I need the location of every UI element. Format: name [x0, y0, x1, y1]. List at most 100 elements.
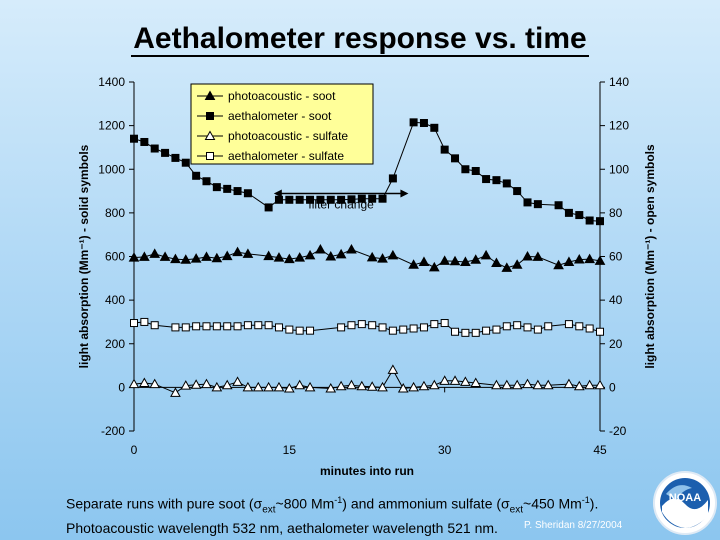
data-point	[192, 171, 201, 180]
data-point	[202, 322, 211, 331]
data-point	[584, 253, 595, 264]
data-point	[285, 195, 294, 204]
data-point	[356, 380, 368, 391]
data-point	[554, 201, 563, 210]
y-left-tick-label: 0	[118, 380, 125, 394]
data-point	[254, 321, 263, 330]
data-point	[150, 144, 159, 153]
y-right-tick-label: 60	[609, 250, 623, 264]
series-4	[130, 317, 604, 337]
caption-sub-2: ext	[509, 504, 524, 516]
data-point	[439, 255, 451, 265]
data-point	[346, 379, 357, 390]
data-point	[377, 381, 388, 392]
noaa-logo-text: NOAA	[669, 492, 701, 504]
data-point	[192, 322, 201, 331]
y-left-tick-label: 600	[105, 250, 125, 264]
caption-sup-2: -1	[581, 495, 590, 505]
data-point	[212, 322, 221, 331]
series-line	[133, 368, 600, 394]
data-point	[223, 184, 232, 193]
data-point	[511, 259, 523, 269]
x-tick-label: 30	[438, 443, 452, 457]
series-1	[128, 244, 606, 272]
legend-marker	[206, 152, 214, 160]
data-point	[428, 379, 440, 390]
data-point	[418, 380, 430, 391]
data-point	[480, 249, 492, 260]
data-point	[368, 321, 377, 330]
data-point	[533, 325, 542, 334]
data-point	[242, 248, 254, 258]
data-point	[439, 375, 451, 385]
data-point	[283, 253, 295, 264]
data-point	[461, 165, 470, 174]
x-tick-label: 15	[283, 443, 297, 457]
y-right-tick-label: 140	[609, 75, 629, 89]
data-point	[430, 123, 439, 132]
data-point	[532, 251, 544, 261]
data-point	[347, 321, 356, 330]
data-point	[264, 203, 273, 212]
data-point	[337, 323, 346, 332]
data-point	[335, 248, 347, 259]
arrowhead-right	[400, 189, 409, 198]
y-right-tick-label: 20	[609, 337, 623, 351]
data-point	[274, 323, 283, 332]
chart-annotations: filter change	[273, 189, 409, 212]
data-point	[263, 250, 274, 261]
data-point	[564, 208, 573, 217]
data-point	[202, 177, 211, 186]
series-2	[130, 118, 604, 226]
legend-marker	[206, 112, 214, 120]
data-point	[190, 379, 202, 389]
data-point	[575, 211, 584, 220]
data-point	[461, 328, 470, 337]
data-point	[325, 250, 337, 261]
y-right-tick-label: 100	[609, 162, 629, 176]
data-point	[316, 195, 325, 204]
data-point	[449, 255, 461, 266]
caption-text-2a: Mm	[558, 495, 582, 512]
data-point	[181, 323, 190, 332]
chart-legend: photoacoustic - soot aethalometer - soot p…	[190, 83, 374, 165]
data-point	[564, 320, 573, 329]
chart: -2000200400600800100012001400-2002040608…	[77, 75, 657, 478]
data-point	[326, 195, 335, 204]
data-point	[397, 382, 409, 393]
x-axis-title: minutes into run	[320, 464, 414, 478]
caption-text-1b: ~800 Mm	[275, 495, 335, 512]
data-point	[542, 379, 554, 390]
data-point	[492, 325, 501, 334]
data-point	[378, 194, 387, 203]
data-point	[501, 262, 513, 272]
data-point	[482, 175, 491, 184]
data-point	[346, 244, 357, 254]
data-point	[273, 381, 285, 392]
data-point	[409, 118, 418, 127]
filter-change-label: filter change	[308, 198, 374, 212]
data-point	[139, 251, 150, 261]
data-point	[295, 195, 304, 204]
data-point	[233, 322, 242, 331]
data-point	[492, 176, 501, 185]
data-point	[482, 326, 491, 335]
data-point	[139, 377, 150, 388]
data-point	[533, 200, 542, 209]
data-point	[221, 379, 233, 390]
data-point	[347, 195, 356, 204]
data-point	[408, 381, 419, 392]
data-point	[243, 321, 252, 330]
data-point	[161, 148, 170, 157]
y-left-tick-label: 400	[105, 293, 125, 307]
data-point	[544, 322, 553, 331]
data-point	[294, 252, 306, 262]
data-point	[201, 378, 212, 389]
data-point	[502, 179, 511, 188]
data-point	[212, 183, 221, 192]
data-point	[243, 189, 252, 198]
data-point	[295, 326, 304, 335]
caption-sup-1: -1	[334, 495, 343, 505]
y-axis-left-title: light absorption (Mm⁻¹) - solid symbols	[77, 144, 91, 368]
data-point	[575, 322, 584, 331]
